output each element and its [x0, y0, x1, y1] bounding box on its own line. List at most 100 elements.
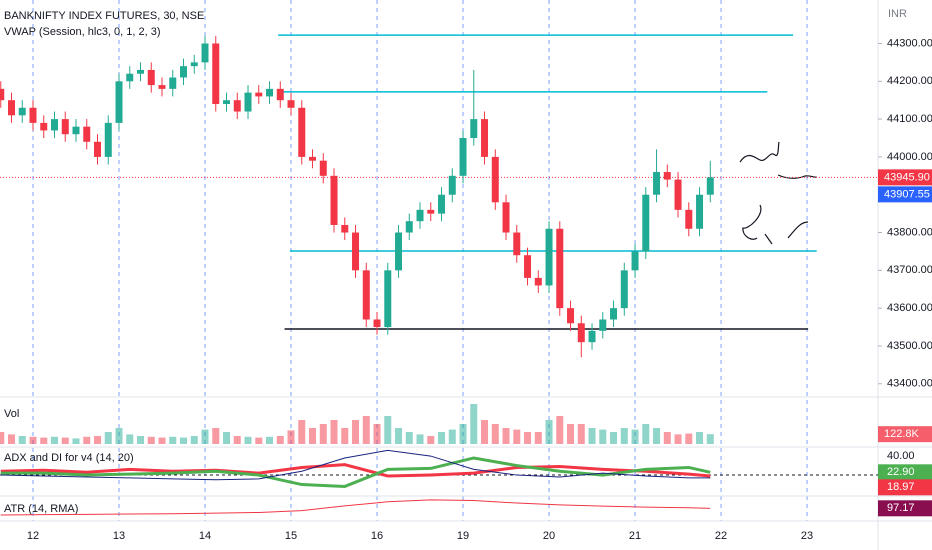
- candle-body: [147, 69, 155, 86]
- candle-body: [663, 172, 671, 180]
- volume-bar: [395, 428, 403, 444]
- value-label: 18.97: [887, 481, 915, 493]
- value-label: 97.17: [887, 502, 915, 514]
- candle-body: [29, 107, 37, 123]
- candle-body: [373, 319, 381, 328]
- volume-bar: [642, 424, 650, 444]
- candle-body: [8, 100, 16, 116]
- candle-body: [0, 88, 5, 101]
- candle-body: [233, 100, 241, 112]
- chart-title: BANKNIFTY INDEX FUTURES, 30, NSE: [4, 10, 204, 22]
- candle-body: [180, 66, 188, 78]
- x-tick-label: 23: [801, 530, 813, 542]
- volume-bar: [481, 420, 489, 444]
- candle-body: [405, 221, 413, 233]
- volume-title: Vol: [4, 408, 19, 420]
- value-label-bg: [878, 464, 932, 481]
- drawing: [739, 141, 780, 163]
- y-tick-label: 44100.00: [887, 113, 932, 125]
- volume-bar: [61, 437, 69, 444]
- y-tick-label: 43600.00: [887, 302, 932, 314]
- volume-bar: [223, 432, 231, 444]
- volume-bar: [674, 434, 682, 444]
- volume-bar: [244, 436, 252, 444]
- y-tick-label: 44200.00: [887, 75, 932, 87]
- volume-bar: [233, 436, 241, 444]
- candle-body: [620, 270, 628, 309]
- candle-body: [459, 138, 467, 176]
- candle-body: [266, 88, 274, 97]
- volume-bar: [40, 437, 48, 444]
- volume-bar: [362, 416, 370, 444]
- x-tick-label: 22: [715, 530, 727, 542]
- candle-body: [51, 119, 59, 131]
- candle-body: [491, 156, 499, 203]
- candle-body: [534, 277, 542, 286]
- value-label-bg: [878, 479, 932, 496]
- candle-body: [362, 270, 370, 320]
- volume-bar: [599, 429, 607, 444]
- candle-body: [276, 88, 284, 101]
- candle-body: [556, 228, 564, 309]
- drawing: [787, 221, 809, 239]
- x-tick-label: 14: [199, 530, 211, 542]
- candle-body: [298, 107, 306, 157]
- candle-body: [201, 43, 209, 63]
- volume-bar: [287, 430, 295, 444]
- candle-body: [567, 308, 575, 324]
- candle-body: [481, 119, 489, 157]
- volume-bar: [158, 437, 166, 444]
- volume-bar: [663, 432, 671, 444]
- candle-body: [416, 209, 424, 222]
- volume-bar: [341, 428, 349, 444]
- volume-bar: [72, 438, 80, 444]
- candle-body: [190, 62, 198, 67]
- volume-bar: [169, 436, 177, 444]
- volume-bar: [29, 436, 37, 444]
- volume-bar: [556, 416, 564, 444]
- volume-bar: [330, 420, 338, 444]
- candle-body: [470, 119, 478, 139]
- volume-bar: [255, 437, 263, 444]
- candle-body: [685, 209, 693, 229]
- candle-body: [599, 319, 607, 331]
- volume-bar: [588, 428, 596, 444]
- volume-bar: [427, 436, 435, 444]
- volume-bar: [448, 429, 456, 444]
- candle-body: [427, 209, 435, 214]
- candle-body: [653, 172, 661, 195]
- volume-bar: [8, 434, 16, 444]
- candle-body: [72, 126, 80, 135]
- volume-bar: [384, 416, 392, 444]
- volume-bar: [276, 436, 284, 444]
- y-tick-label: 44000.00: [887, 151, 932, 163]
- x-tick-label: 16: [371, 530, 383, 542]
- candle-body: [309, 156, 317, 161]
- candle-body: [255, 92, 263, 97]
- candle-body: [158, 85, 166, 89]
- candle-body: [545, 228, 553, 286]
- candle-body: [502, 202, 510, 233]
- x-tick-label: 12: [27, 530, 39, 542]
- drawing: [777, 174, 818, 179]
- y-tick-label: 43400.00: [887, 378, 932, 390]
- x-tick-label: 15: [285, 530, 297, 542]
- candle-body: [631, 251, 639, 271]
- x-tick-label: 20: [543, 530, 555, 542]
- candle-body: [384, 270, 392, 328]
- candle-body: [524, 255, 532, 278]
- last-price-bg: [878, 169, 932, 186]
- volume-bar: [83, 436, 91, 444]
- indicator-label: VWAP (Session, hlc3, 0, 1, 2, 3): [4, 26, 161, 38]
- volume-bar: [51, 436, 59, 444]
- volume-bar: [201, 429, 209, 444]
- candle-body: [137, 69, 145, 74]
- drawing: [764, 233, 773, 245]
- volume-bar: [524, 432, 532, 444]
- volume-bar: [470, 404, 478, 444]
- volume-bar: [180, 437, 188, 444]
- candle-body: [577, 323, 585, 343]
- volume-bar: [373, 424, 381, 444]
- candle-body: [244, 92, 252, 112]
- candle-body: [448, 175, 456, 195]
